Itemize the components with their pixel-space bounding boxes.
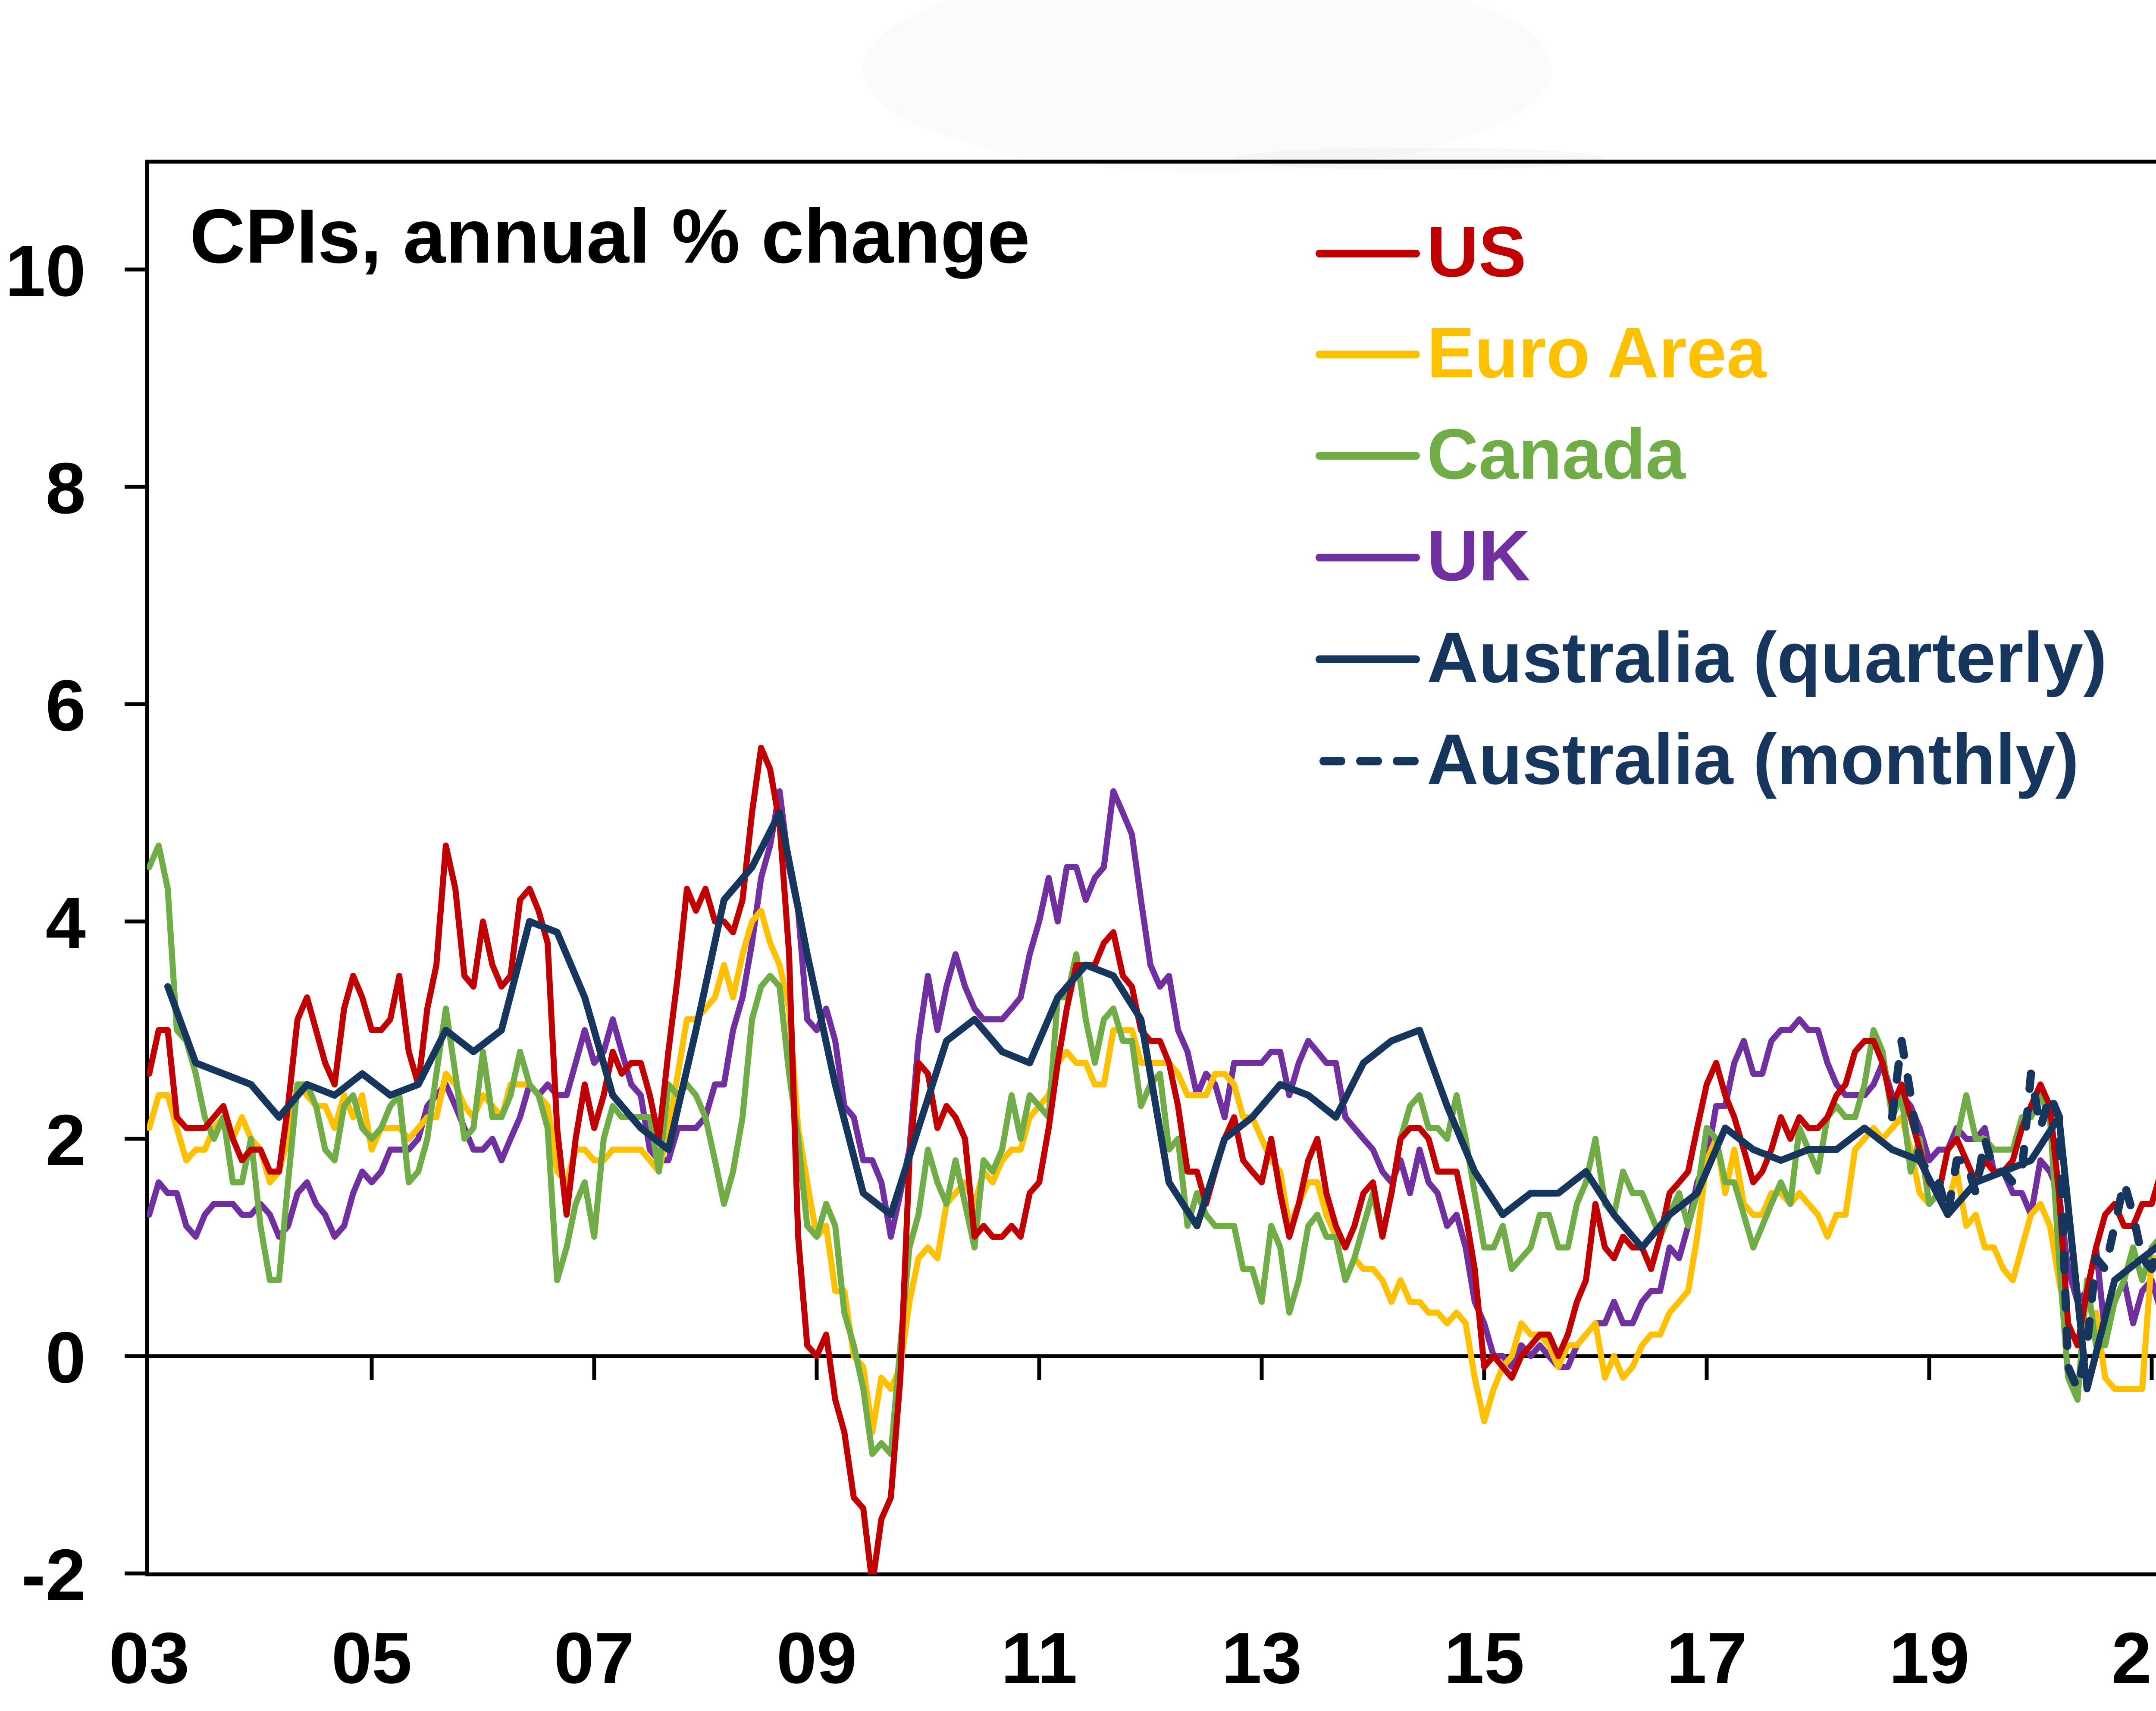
- svg-text:4: 4: [46, 882, 86, 963]
- svg-text:17: 17: [1667, 1617, 1747, 1698]
- svg-text:03: 03: [109, 1617, 190, 1698]
- svg-text:10: 10: [5, 230, 86, 311]
- svg-text:19: 19: [1889, 1617, 1970, 1698]
- svg-text:UK: UK: [1427, 516, 1530, 596]
- svg-text:05: 05: [332, 1617, 412, 1698]
- svg-text:09: 09: [777, 1617, 857, 1698]
- svg-text:Australia (quarterly): Australia (quarterly): [1427, 618, 2107, 698]
- svg-text:Australia (monthly): Australia (monthly): [1427, 720, 2079, 799]
- svg-text:11: 11: [1001, 1617, 1078, 1698]
- svg-text:13: 13: [1222, 1617, 1302, 1698]
- svg-text:2: 2: [46, 1100, 86, 1181]
- svg-text:Euro Area: Euro Area: [1427, 313, 1767, 393]
- svg-text:US: US: [1427, 212, 1526, 292]
- svg-text:07: 07: [554, 1617, 635, 1698]
- svg-text:CPIs, annual % change: CPIs, annual % change: [190, 193, 1030, 279]
- svg-text:-2: -2: [22, 1534, 86, 1615]
- svg-text:15: 15: [1444, 1617, 1525, 1698]
- svg-text:21: 21: [2112, 1617, 2156, 1698]
- svg-text:Canada: Canada: [1427, 414, 1686, 494]
- svg-text:0: 0: [46, 1317, 86, 1398]
- svg-text:6: 6: [46, 665, 86, 746]
- svg-text:8: 8: [46, 448, 86, 529]
